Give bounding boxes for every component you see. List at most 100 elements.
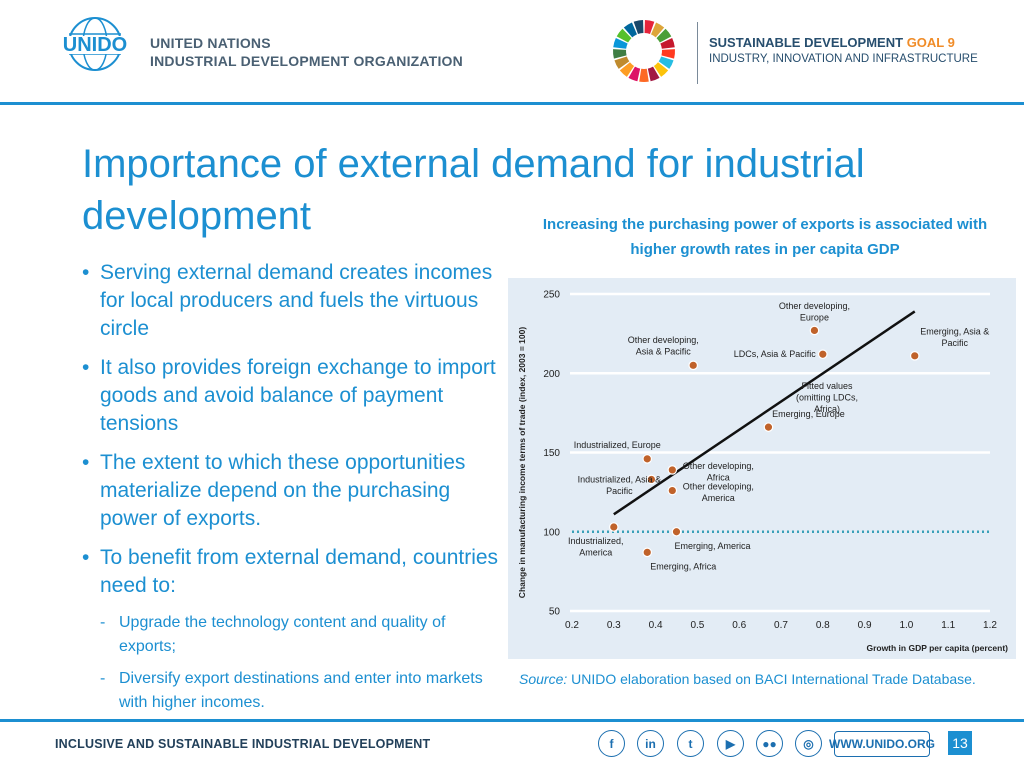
data-point — [909, 351, 920, 361]
data-point — [609, 522, 619, 532]
unido-logo-text: UNIDO — [63, 34, 127, 56]
source-label: Source: — [519, 671, 568, 687]
youtube-icon[interactable]: ▶ — [717, 730, 744, 757]
sdg-wheel-icon — [613, 20, 675, 82]
sdg-goal-number: GOAL 9 — [906, 35, 955, 50]
footer-rule — [0, 719, 1024, 722]
sdg-wheel-segment — [653, 62, 669, 77]
slide-title: Importance of external demand for indust… — [82, 142, 865, 238]
facebook-icon[interactable]: f — [598, 730, 625, 757]
bullet-mark: • — [82, 356, 90, 379]
header-bar: UNIDO UNITED NATIONS INDUSTRIAL DEVELOPM… — [0, 0, 1024, 103]
sdg-wheel-segment — [616, 28, 632, 43]
twitter-icon[interactable]: t — [677, 730, 704, 757]
bullet-mark: • — [82, 546, 90, 569]
sdg-wheel-segment — [658, 56, 674, 69]
sdg-wheel-segment — [644, 20, 655, 35]
data-point-label: Emerging, America — [674, 541, 750, 551]
chart-background — [508, 278, 1016, 659]
data-point-label: Emerging, Africa — [650, 561, 716, 571]
x-tick-label: 1.0 — [899, 620, 913, 631]
bullet-list: • Serving external demand creates incomes… — [82, 259, 502, 723]
data-point-label: LDCs, Asia & Pacific — [734, 349, 817, 359]
data-point — [688, 360, 699, 371]
unido-logo: UNIDO — [52, 17, 138, 71]
x-tick-label: 0.5 — [690, 620, 704, 631]
header-rule — [0, 102, 1024, 105]
x-tick-label: 1.2 — [983, 620, 997, 631]
footer-tagline: INCLUSIVE AND SUSTAINABLE INDUSTRIAL DEV… — [55, 737, 431, 751]
sdg-wheel-segment — [633, 20, 644, 35]
bullet-item: • To benefit from external demand, countr… — [82, 544, 502, 600]
sdg-subtitle: INDUSTRY, INNOVATION AND INFRASTRUCTURE — [709, 53, 978, 65]
data-point-label: Industrialized, Asia & Pacific — [578, 474, 662, 496]
chart-source: Source: UNIDO elaboration based on BACI … — [519, 670, 999, 689]
page-number: 13 — [948, 731, 972, 755]
sub-bullet-item: - Upgrade the technology content and qual… — [82, 611, 502, 659]
x-tick-label: 0.6 — [732, 620, 746, 631]
x-tick-label: 0.7 — [774, 620, 788, 631]
sub-bullet-text: Upgrade the technology content and quali… — [119, 614, 446, 655]
x-tick-label: 1.1 — [941, 620, 955, 631]
linkedin-icon[interactable]: in — [637, 730, 664, 757]
x-tick-label: 0.9 — [858, 620, 872, 631]
sub-bullet-mark: - — [100, 670, 106, 687]
data-point — [763, 422, 774, 432]
bullet-item: • The extent to which these opportunities… — [82, 449, 502, 533]
flickr-icon[interactable]: ●● — [756, 730, 783, 757]
data-point-label: Other developing, Europe — [779, 301, 850, 323]
x-tick-label: 0.3 — [607, 620, 621, 631]
data-point — [671, 526, 682, 537]
data-point-label: Other developing, Asia & Pacific — [628, 335, 699, 357]
data-point — [642, 547, 653, 558]
x-axis-label: Growth in GDP per capita (percent) — [866, 643, 1008, 653]
data-point-label: Other developing, America — [683, 482, 754, 504]
source-text: UNIDO elaboration based on BACI Internat… — [571, 671, 976, 687]
bullet-text: It also provides foreign exchange to imp… — [100, 356, 496, 435]
bullet-item: • Serving external demand creates incomes… — [82, 259, 502, 343]
scatter-chart: 50 100 150 200 250 0.2 0.3 0.4 0.5 0.6 0.7 0.8 0.9 1.… — [517, 290, 1008, 654]
data-point-label: Other developing, Africa — [683, 461, 754, 483]
data-point-label: Industrialized, Europe — [574, 440, 661, 450]
data-point — [809, 325, 820, 336]
sdg-wheel-segment — [623, 22, 637, 38]
sdg-wheel-segment — [661, 49, 675, 59]
chart-title: Increasing the purchasing power of expor… — [542, 216, 988, 258]
x-tick-label: 0.2 — [565, 620, 579, 631]
data-point-label: Emerging, Europe — [772, 409, 845, 419]
data-point-label: Emerging, Asia & Pacific — [920, 326, 989, 348]
bullet-mark: • — [82, 261, 90, 284]
y-tick-label: 100 — [543, 527, 560, 538]
sdg-wheel-segment — [651, 22, 665, 38]
bullet-mark: • — [82, 451, 90, 474]
sdg-goal-label: SUSTAINABLE DEVELOPMENT GOAL 9 INDUSTRY,… — [709, 34, 978, 68]
sub-bullet-mark: - — [100, 614, 106, 631]
fitted-line-label: Fitted values (omitting LDCs, Africa) — [796, 381, 858, 414]
y-axis-label: Change in manufacturing income terms of … — [517, 327, 527, 599]
sub-bullet-item: - Diversify export destinations and enter… — [82, 667, 502, 715]
organization-name: UNITED NATIONS INDUSTRIAL DEVELOPMENT OR… — [150, 34, 463, 70]
bullet-text: The extent to which these opportunities … — [100, 451, 466, 530]
sub-bullet-text: Diversify export destinations and enter … — [119, 670, 483, 711]
website-link[interactable]: WWW.UNIDO.ORG — [829, 731, 935, 757]
sdg-wheel-segment — [628, 66, 641, 82]
sdg-wheel-segment — [613, 49, 627, 59]
bullet-text: To benefit from external demand, countri… — [100, 546, 499, 597]
y-tick-label: 150 — [543, 448, 560, 459]
sdg-wheel-segment — [660, 38, 675, 49]
data-point — [667, 465, 678, 475]
sdg-title: SUSTAINABLE DEVELOPMENT — [709, 35, 904, 50]
y-tick-label: 50 — [549, 607, 561, 618]
data-point — [817, 349, 828, 360]
data-point — [642, 454, 653, 464]
sdg-wheel-segment — [613, 38, 628, 49]
x-tick-label: 0.4 — [649, 620, 663, 631]
data-point — [667, 485, 678, 496]
sdg-wheel-segment — [619, 62, 635, 77]
sdg-divider — [697, 22, 698, 84]
x-tick-label: 0.8 — [816, 620, 830, 631]
org-line-1: UNITED NATIONS — [150, 35, 271, 51]
sdg-wheel-segment — [614, 56, 630, 69]
bullet-text: Serving external demand creates incomes … — [100, 261, 493, 340]
instagram-icon[interactable]: ◎ — [795, 730, 822, 757]
